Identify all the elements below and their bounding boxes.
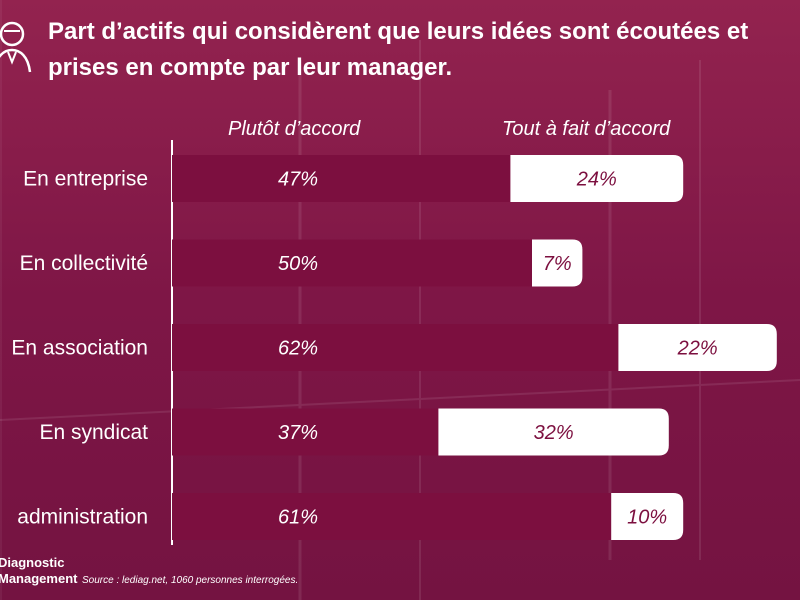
bar-plutot [172, 408, 439, 456]
legend-label-plutot: Plutôt d’accord [228, 118, 361, 140]
brand-logo: Diagnostic Management [0, 555, 77, 587]
category-label: En association [11, 337, 148, 360]
bar-plutot [172, 493, 612, 540]
value-label-plutot: 37% [278, 422, 318, 444]
value-label-plutot: 61% [278, 507, 318, 529]
value-label-tout-a-fait: 22% [677, 338, 718, 360]
value-label-tout-a-fait: 24% [576, 169, 617, 191]
source-note: Source : lediag.net, 1060 personnes inte… [82, 575, 299, 586]
bar-plutot [172, 324, 619, 371]
value-label-tout-a-fait: 7% [543, 253, 572, 275]
person-icon [0, 21, 32, 73]
brand-logo-line2: Management [0, 571, 78, 586]
value-label-plutot: 50% [278, 253, 318, 275]
category-label: En syndicat [39, 421, 148, 444]
value-label-plutot: 62% [278, 338, 318, 360]
category-label: En collectivité [20, 252, 148, 275]
bar-plutot [172, 239, 532, 287]
category-label: administration [17, 506, 148, 529]
chart-title: Part d’actifs qui considèrent que leurs … [48, 18, 749, 81]
legend-label-tout-a-fait: Tout à fait d’accord [502, 118, 671, 140]
value-label-tout-a-fait: 10% [627, 507, 667, 529]
category-label: En entreprise [23, 168, 148, 191]
header: Part d’actifs qui considèrent que leurs … [0, 0, 800, 100]
value-label-plutot: 47% [278, 169, 318, 191]
bar-plutot [172, 155, 511, 202]
value-label-tout-a-fait: 32% [534, 422, 574, 444]
brand-logo-line1: Diagnostic [0, 555, 65, 570]
